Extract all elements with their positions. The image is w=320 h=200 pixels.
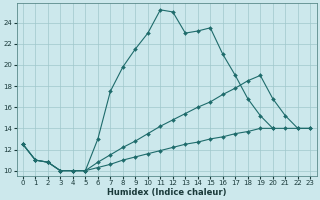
X-axis label: Humidex (Indice chaleur): Humidex (Indice chaleur): [107, 188, 226, 197]
